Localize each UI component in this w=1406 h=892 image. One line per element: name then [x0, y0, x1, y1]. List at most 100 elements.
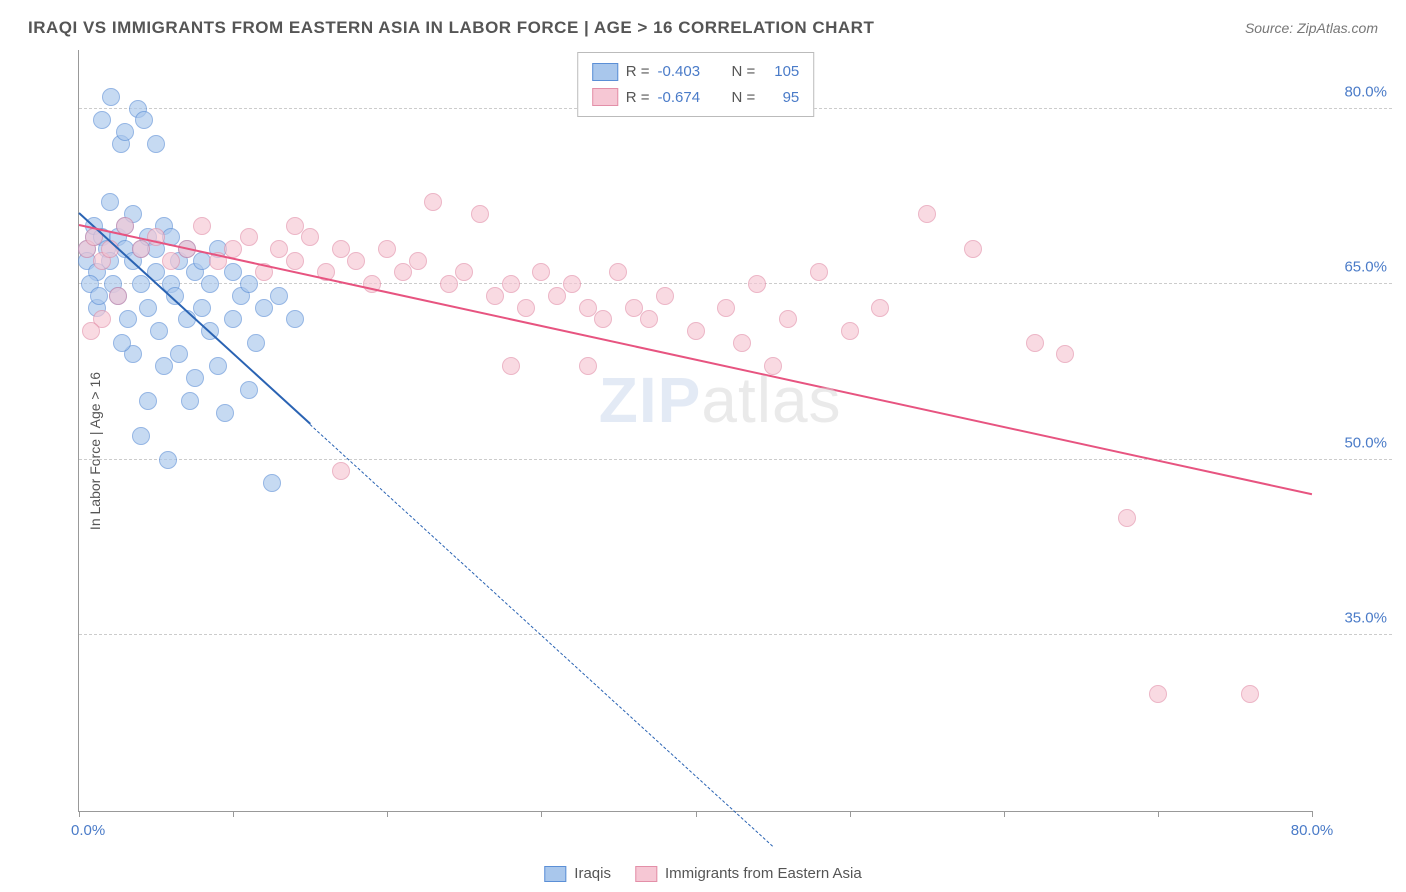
scatter-point: [209, 357, 227, 375]
scatter-point: [109, 287, 127, 305]
r-label: R =: [626, 85, 650, 111]
r-value: -0.674: [658, 85, 724, 111]
scatter-point: [548, 287, 566, 305]
legend-swatch-icon: [592, 88, 618, 106]
scatter-point: [193, 299, 211, 317]
gridline: [79, 634, 1392, 635]
scatter-point: [918, 205, 936, 223]
scatter-point: [1241, 685, 1259, 703]
chart-title: IRAQI VS IMMIGRANTS FROM EASTERN ASIA IN…: [28, 18, 874, 38]
scatter-point: [440, 275, 458, 293]
x-tick-label: 0.0%: [71, 822, 105, 839]
scatter-point: [147, 135, 165, 153]
scatter-point: [181, 392, 199, 410]
scatter-point: [270, 240, 288, 258]
scatter-point: [159, 451, 177, 469]
gridline: [79, 459, 1392, 460]
plot-region: R = -0.403 N = 105 R = -0.674 N = 95 ZIP…: [78, 50, 1312, 812]
scatter-point: [286, 217, 304, 235]
x-tick-mark: [1312, 811, 1313, 817]
scatter-point: [224, 310, 242, 328]
scatter-point: [1149, 685, 1167, 703]
scatter-point: [82, 322, 100, 340]
scatter-point: [170, 345, 188, 363]
scatter-point: [155, 357, 173, 375]
legend-swatch-icon: [592, 63, 618, 81]
scatter-point: [332, 462, 350, 480]
n-value: 105: [763, 59, 799, 85]
scatter-point: [224, 263, 242, 281]
series-legend: Iraqis Immigrants from Eastern Asia: [544, 865, 861, 882]
scatter-point: [119, 310, 137, 328]
regression-line: [79, 224, 1312, 495]
scatter-point: [90, 287, 108, 305]
scatter-point: [240, 381, 258, 399]
scatter-point: [455, 263, 473, 281]
x-tick-mark: [1004, 811, 1005, 817]
scatter-point: [964, 240, 982, 258]
scatter-point: [640, 310, 658, 328]
scatter-point: [216, 404, 234, 422]
scatter-point: [286, 252, 304, 270]
x-tick-mark: [541, 811, 542, 817]
series-label: Iraqis: [574, 865, 611, 882]
scatter-point: [378, 240, 396, 258]
scatter-point: [1056, 345, 1074, 363]
watermark-zip: ZIP: [599, 364, 702, 436]
legend-swatch-icon: [544, 866, 566, 882]
scatter-point: [286, 310, 304, 328]
scatter-point: [748, 275, 766, 293]
gridline: [79, 283, 1392, 284]
r-label: R =: [626, 59, 650, 85]
scatter-point: [347, 252, 365, 270]
scatter-point: [563, 275, 581, 293]
scatter-point: [733, 334, 751, 352]
scatter-point: [871, 299, 889, 317]
scatter-point: [186, 369, 204, 387]
scatter-point: [687, 322, 705, 340]
scatter-point: [579, 299, 597, 317]
series-legend-item: Immigrants from Eastern Asia: [635, 865, 862, 882]
scatter-point: [240, 275, 258, 293]
scatter-point: [394, 263, 412, 281]
n-label: N =: [732, 59, 756, 85]
scatter-point: [132, 427, 150, 445]
scatter-point: [424, 193, 442, 211]
scatter-point: [810, 263, 828, 281]
scatter-point: [101, 193, 119, 211]
x-tick-mark: [79, 811, 80, 817]
x-tick-mark: [233, 811, 234, 817]
x-tick-mark: [696, 811, 697, 817]
scatter-point: [656, 287, 674, 305]
scatter-point: [332, 240, 350, 258]
scatter-point: [841, 322, 859, 340]
scatter-point: [502, 357, 520, 375]
scatter-point: [240, 228, 258, 246]
scatter-point: [93, 111, 111, 129]
watermark: ZIPatlas: [599, 363, 842, 437]
scatter-point: [255, 299, 273, 317]
scatter-point: [201, 275, 219, 293]
scatter-point: [139, 392, 157, 410]
y-tick-label: 65.0%: [1344, 259, 1387, 276]
scatter-point: [150, 322, 168, 340]
scatter-point: [162, 252, 180, 270]
y-tick-label: 35.0%: [1344, 610, 1387, 627]
y-tick-label: 80.0%: [1344, 83, 1387, 100]
x-tick-mark: [1158, 811, 1159, 817]
scatter-point: [193, 217, 211, 235]
scatter-point: [486, 287, 504, 305]
chart-area: In Labor Force | Age > 16 R = -0.403 N =…: [28, 50, 1392, 852]
correlation-legend: R = -0.403 N = 105 R = -0.674 N = 95: [577, 52, 815, 117]
correlation-legend-row: R = -0.403 N = 105: [592, 59, 800, 85]
n-label: N =: [732, 85, 756, 111]
scatter-point: [594, 310, 612, 328]
scatter-point: [247, 334, 265, 352]
scatter-point: [113, 334, 131, 352]
scatter-point: [263, 474, 281, 492]
scatter-point: [579, 357, 597, 375]
scatter-point: [409, 252, 427, 270]
scatter-point: [609, 263, 627, 281]
scatter-point: [532, 263, 550, 281]
chart-header: IRAQI VS IMMIGRANTS FROM EASTERN ASIA IN…: [28, 18, 1378, 38]
